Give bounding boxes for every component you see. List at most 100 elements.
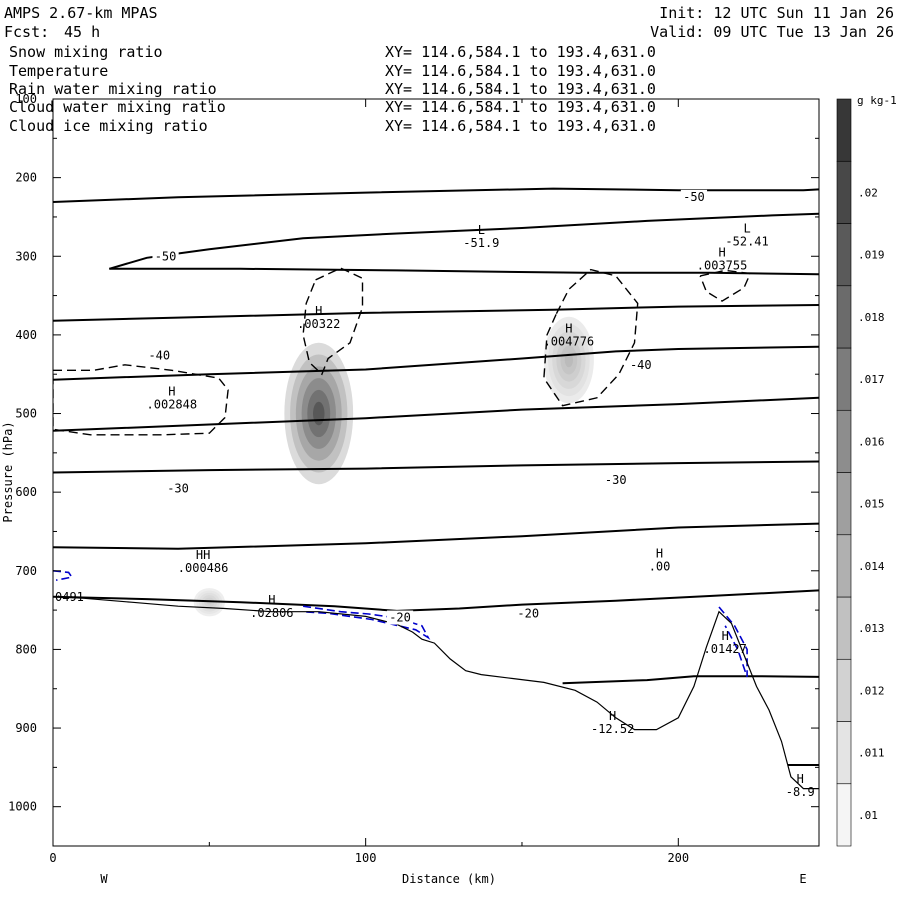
- cloud-ice-contour: [543, 268, 639, 407]
- field-name: Temperature: [9, 62, 108, 80]
- colorbar-tick-label: .01: [858, 809, 878, 822]
- field-xy: XY= 114.6,584.1 to 193.4,631.0: [385, 62, 656, 80]
- extremum-value: .00: [649, 559, 671, 573]
- axes: 100 200 300 400 500 600 700 800 900 1000 0 100 200: [8, 92, 819, 865]
- colorbar-tick-label: .013: [858, 622, 885, 635]
- east-end-label: E: [799, 872, 806, 886]
- snow-shading-blob: [313, 401, 325, 426]
- extremum-letter: HH: [196, 548, 210, 562]
- plot-frame: [52, 98, 820, 847]
- temperature-label: -20: [517, 607, 539, 621]
- cloud-water-contour: [302, 605, 431, 640]
- colorbar-segment: [836, 658, 852, 722]
- colorbar-segment: [836, 285, 852, 349]
- extremum-letter: H: [565, 322, 572, 336]
- colorbar-tick-label: .02: [858, 186, 878, 199]
- temperature-contour: [53, 589, 819, 612]
- temperature-contour: [109, 267, 819, 276]
- colorbar-unit: g kg-1: [857, 94, 897, 107]
- y-tick-label: 600: [15, 485, 37, 499]
- y-tick-label: 500: [15, 407, 37, 421]
- forecast-label: Fcst:: [4, 23, 49, 41]
- x-tick-label: 0: [49, 851, 56, 865]
- colorbar-segment: [836, 534, 852, 598]
- colorbar-segment: [836, 160, 852, 224]
- edge-value-label: 0491: [55, 590, 84, 604]
- extremum-value: .004776: [544, 335, 595, 349]
- y-tick-label: 100: [15, 92, 37, 106]
- y-tick-label: 800: [15, 642, 37, 656]
- field-xy: XY= 114.6,584.1 to 193.4,631.0: [385, 117, 656, 135]
- colorbar-tick-label: .018: [858, 311, 885, 324]
- temperature-contour: [53, 460, 819, 474]
- temperature-label-bg: [152, 249, 179, 264]
- colorbar-segment: [836, 783, 852, 847]
- field-name: Snow mixing ratio: [9, 43, 163, 61]
- y-tick-label: 300: [15, 249, 37, 263]
- colorbar-tick-label: .015: [858, 498, 885, 511]
- temperature-contour: [53, 187, 819, 203]
- extremum-value: .01427: [704, 642, 747, 656]
- temperature-label-bg: [164, 481, 192, 496]
- temperature-label: -50: [683, 190, 705, 204]
- x-axis-label: Distance (km): [402, 872, 496, 886]
- temperature-label-bg: [386, 610, 414, 625]
- extremum-letter: H: [718, 245, 725, 259]
- colorbar-segment: [836, 98, 852, 162]
- extremum-letter: H: [722, 629, 729, 643]
- extremum-value: .003755: [697, 258, 748, 272]
- terrain-line: [53, 596, 819, 790]
- colorbar-segment: [836, 596, 852, 660]
- temperature-contour: [53, 304, 819, 322]
- field-xy: XY= 114.6,584.1 to 193.4,631.0: [385, 80, 656, 98]
- temperature-label-bg: [602, 472, 629, 487]
- field-xy: XY= 114.6,584.1 to 193.4,631.0: [385, 98, 656, 116]
- cloud-ice-contour: [302, 267, 364, 376]
- extremum-value: .000486: [178, 561, 229, 575]
- temperature-label: -30: [167, 482, 189, 496]
- colorbar-segment: [836, 409, 852, 473]
- temperature-label: -20: [389, 611, 411, 625]
- colorbar: .01 .011 .012 .013 .014 .015 .016 .017 .018 .019.…: [836, 94, 897, 847]
- y-tick-label: 700: [15, 564, 37, 578]
- init-time: Init: 12 UTC Sun 11 Jan 26: [659, 4, 894, 22]
- colorbar-tick-label: .012: [858, 684, 885, 697]
- colorbar-segment: [836, 472, 852, 536]
- extremum-value: -12.52: [591, 722, 634, 736]
- extremum-letter: H: [168, 384, 175, 398]
- extremum-value: .02806: [250, 606, 293, 620]
- temperature-contour: [53, 396, 819, 432]
- colorbar-tick-label: .016: [858, 435, 885, 448]
- x-tick-label: 100: [355, 851, 377, 865]
- y-tick-label: 200: [15, 171, 37, 185]
- extremum-letter: H: [656, 546, 663, 560]
- y-tick-label: 1000: [8, 800, 37, 814]
- label-layer: -50-50-40-40-30-30-20 -20L-51.9L-52.41H.0…: [55, 189, 815, 799]
- y-tick-label: 900: [15, 721, 37, 735]
- extremum-letter: L: [743, 222, 750, 236]
- extremum-value: .00322: [297, 317, 340, 331]
- extremum-value: -8.9: [786, 785, 815, 799]
- forecast-hours: 45 h: [64, 23, 100, 41]
- cloud-ice-contour: [53, 364, 229, 436]
- model-title: AMPS 2.67-km MPAS: [4, 4, 158, 22]
- temperature-contour: [53, 345, 819, 381]
- colorbar-tick-label: .014: [858, 560, 885, 573]
- temperature-label: -30: [605, 473, 627, 487]
- colorbar-tick-label: .019: [858, 249, 885, 262]
- temperature-contour: [562, 675, 819, 685]
- colorbar-segment: [836, 223, 852, 287]
- field-name: Rain water mixing ratio: [9, 80, 217, 98]
- colorbar-segment: [836, 721, 852, 785]
- west-end-label: W: [100, 872, 108, 886]
- temperature-label: -50: [155, 250, 177, 264]
- field-xy: XY= 114.6,584.1 to 193.4,631.0: [385, 43, 656, 61]
- snow-shading-blob: [564, 352, 574, 368]
- extremum-value: -52.41: [725, 235, 768, 249]
- temperature-label: -40: [630, 358, 652, 372]
- colorbar-tick-label: .011: [858, 747, 885, 760]
- valid-time: Valid: 09 UTC Tue 13 Jan 26: [650, 23, 894, 41]
- extremum-letter: L: [478, 223, 485, 237]
